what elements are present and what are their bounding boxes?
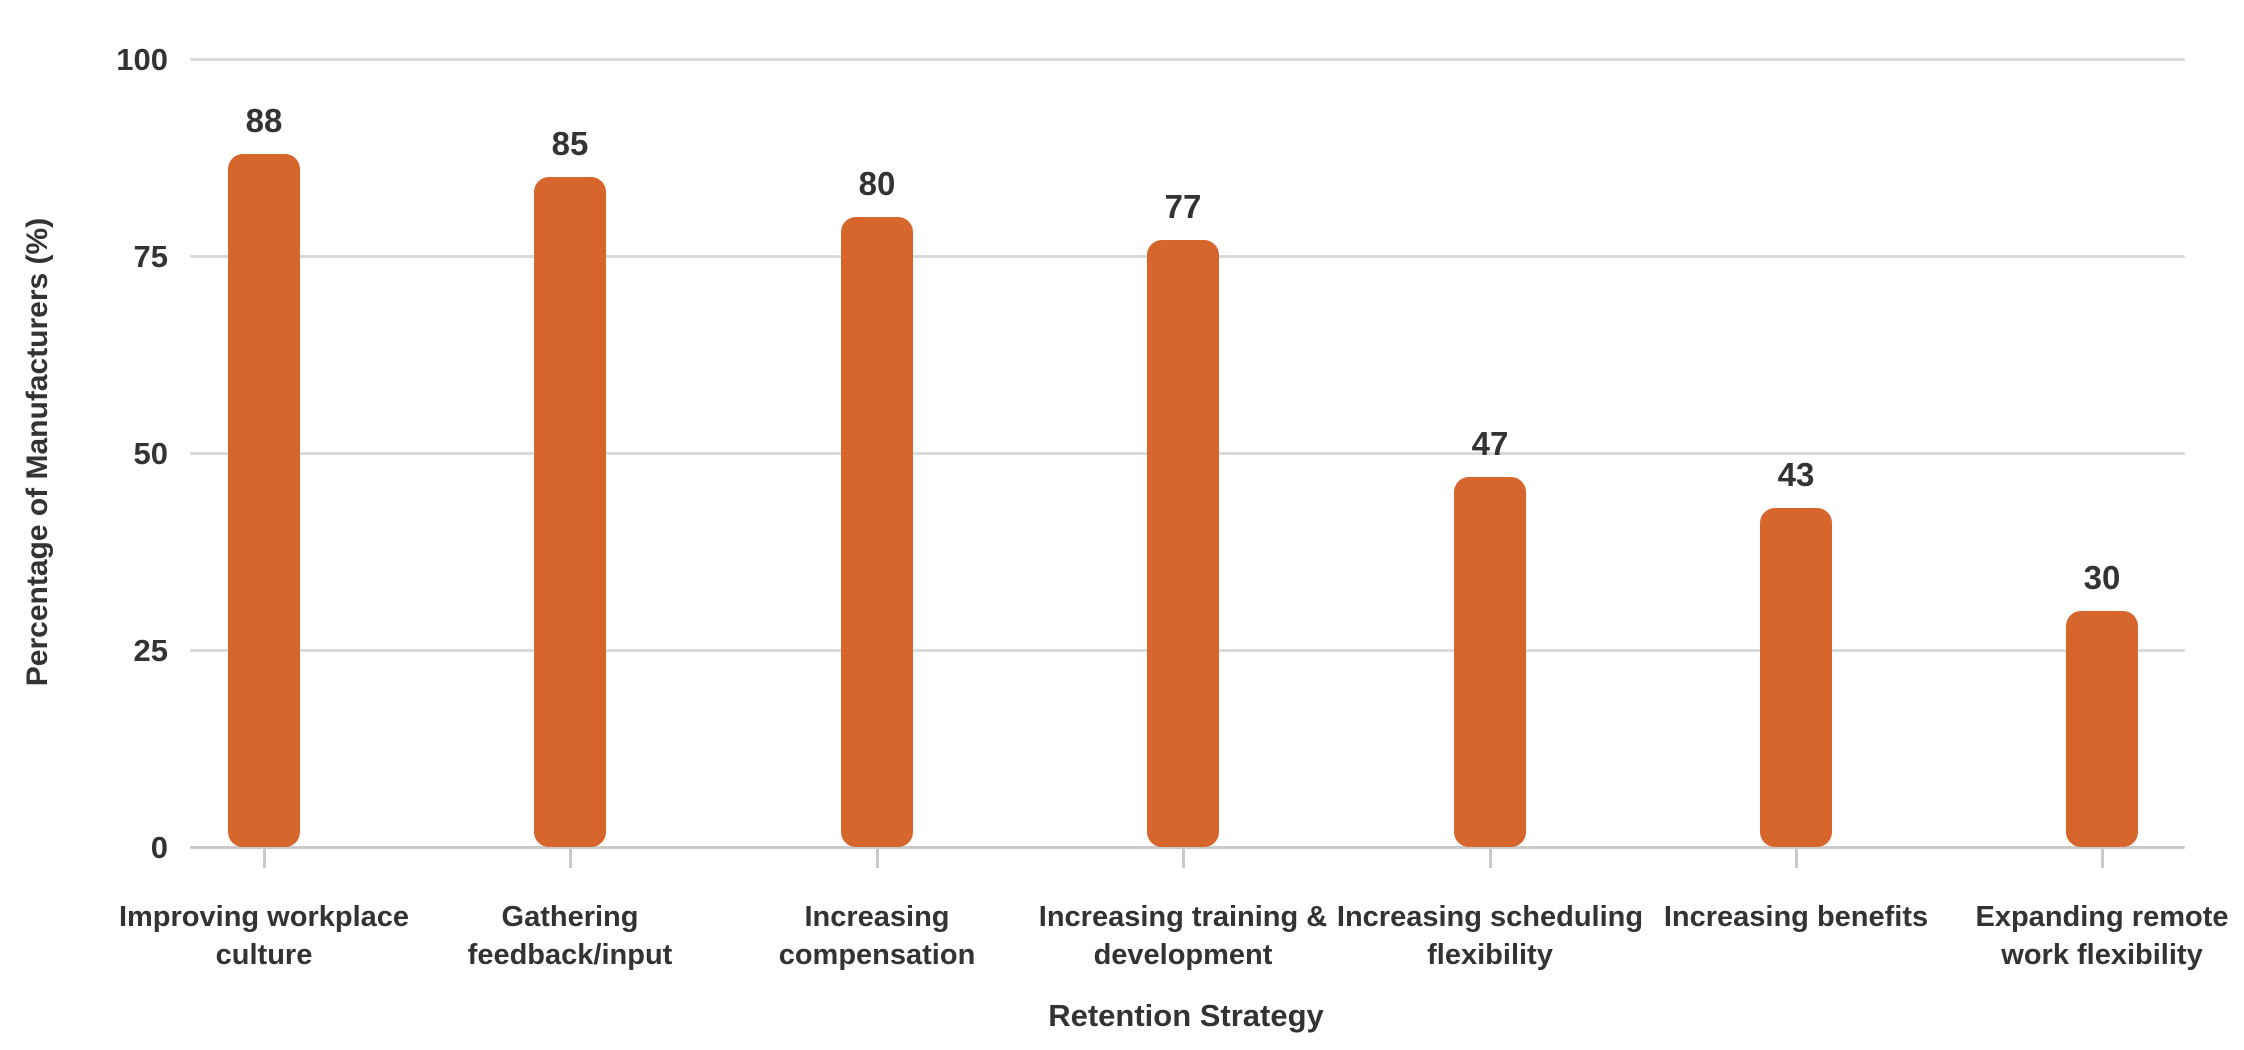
x-axis-tick — [2100, 848, 2104, 868]
bar-value-label: 77 — [1164, 188, 1202, 226]
bar-increasing-scheduling-flexibility — [1454, 476, 1526, 847]
x-axis-tick — [1488, 848, 1492, 868]
x-category-label: Increasing compensation — [778, 901, 976, 971]
bar-value-label: 80 — [858, 164, 896, 202]
x-category-label: Gathering feedback/input — [467, 901, 673, 971]
bar-value-label: 47 — [1471, 424, 1509, 462]
bar-value-label: 88 — [245, 101, 283, 139]
x-category-label: Increasing scheduling flexibility — [1336, 901, 1644, 971]
x-axis-tick — [262, 848, 266, 868]
x-axis-tick — [568, 848, 572, 868]
x-axis-line — [190, 845, 2185, 849]
x-axis-tick — [1181, 848, 1185, 868]
x-axis-tick — [875, 848, 879, 868]
x-category-label: Increasing benefits — [1663, 901, 1929, 933]
bar-expanding-remote-work-flexibility — [2066, 610, 2138, 847]
x-category-label: Increasing training & development — [1038, 901, 1328, 971]
bar-increasing-benefits — [1760, 508, 1832, 847]
bar-value-label: 43 — [1777, 456, 1815, 494]
x-category-label: Improving workplace culture — [118, 901, 410, 971]
y-tick-label: 100 — [116, 42, 168, 77]
y-tick-label: 0 — [150, 830, 168, 865]
x-axis-title: Retention Strategy — [1048, 998, 1324, 1033]
bar-value-label: 85 — [551, 125, 589, 163]
y-tick-label: 75 — [133, 239, 168, 274]
y-tick-label: 25 — [133, 633, 168, 668]
bar-gathering-feedback-input — [534, 177, 606, 847]
y-tick-label: 50 — [133, 436, 168, 471]
bar-improving-workplace-culture — [228, 153, 300, 847]
bar-value-label: 30 — [2083, 558, 2121, 596]
x-axis-tick — [1794, 848, 1798, 868]
bar-increasing-training-development — [1147, 240, 1219, 847]
gridline — [190, 57, 2185, 61]
x-category-label: Expanding remote work flexibility — [1975, 901, 2229, 971]
bar-increasing-compensation — [841, 216, 913, 847]
